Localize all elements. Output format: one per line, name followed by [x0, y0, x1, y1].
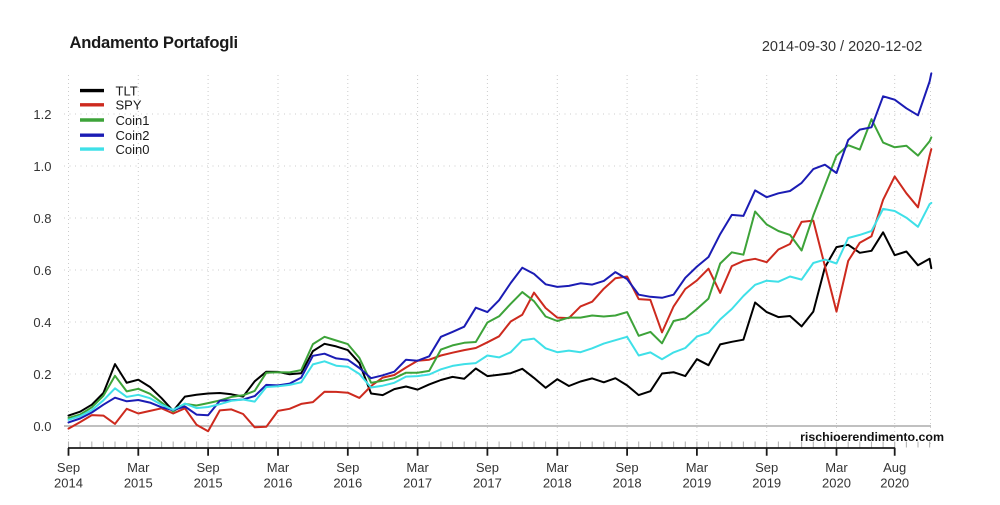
svg-text:2016: 2016: [264, 476, 293, 491]
svg-text:0.6: 0.6: [33, 263, 51, 278]
svg-text:2020: 2020: [822, 476, 851, 491]
svg-text:Coin0: Coin0: [116, 142, 150, 157]
svg-text:2019: 2019: [752, 476, 781, 491]
svg-text:2014-09-30 / 2020-12-02: 2014-09-30 / 2020-12-02: [762, 39, 922, 55]
svg-text:1.0: 1.0: [33, 159, 51, 174]
svg-text:Aug: Aug: [883, 460, 906, 475]
svg-text:Sep: Sep: [476, 460, 499, 475]
svg-text:0.0: 0.0: [33, 419, 51, 434]
svg-text:2017: 2017: [403, 476, 432, 491]
svg-text:Sep: Sep: [197, 460, 220, 475]
svg-text:2018: 2018: [613, 476, 642, 491]
svg-text:Coin1: Coin1: [116, 113, 150, 128]
svg-text:Andamento Portafogli: Andamento Portafogli: [70, 33, 238, 52]
svg-text:2018: 2018: [543, 476, 572, 491]
svg-text:2015: 2015: [124, 476, 153, 491]
svg-text:Mar: Mar: [267, 460, 290, 475]
svg-text:Coin2: Coin2: [116, 128, 150, 143]
svg-text:0.4: 0.4: [33, 315, 51, 330]
svg-text:Mar: Mar: [127, 460, 150, 475]
svg-text:0.8: 0.8: [33, 211, 51, 226]
svg-text:Sep: Sep: [755, 460, 778, 475]
svg-text:Mar: Mar: [825, 460, 848, 475]
svg-text:Mar: Mar: [686, 460, 709, 475]
svg-text:2016: 2016: [333, 476, 362, 491]
svg-text:2015: 2015: [194, 476, 223, 491]
svg-text:Sep: Sep: [616, 460, 639, 475]
svg-text:0.2: 0.2: [33, 367, 51, 382]
svg-text:Sep: Sep: [57, 460, 80, 475]
svg-text:rischioerendimento.com: rischioerendimento.com: [800, 430, 944, 444]
svg-text:SPY: SPY: [116, 98, 142, 113]
svg-text:2017: 2017: [473, 476, 502, 491]
svg-text:Mar: Mar: [406, 460, 429, 475]
svg-text:2020: 2020: [880, 476, 909, 491]
svg-text:TLT: TLT: [116, 83, 138, 98]
svg-text:Sep: Sep: [336, 460, 359, 475]
svg-text:2014: 2014: [54, 476, 83, 491]
svg-text:1.2: 1.2: [33, 107, 51, 122]
svg-text:Mar: Mar: [546, 460, 569, 475]
svg-text:2019: 2019: [682, 476, 711, 491]
